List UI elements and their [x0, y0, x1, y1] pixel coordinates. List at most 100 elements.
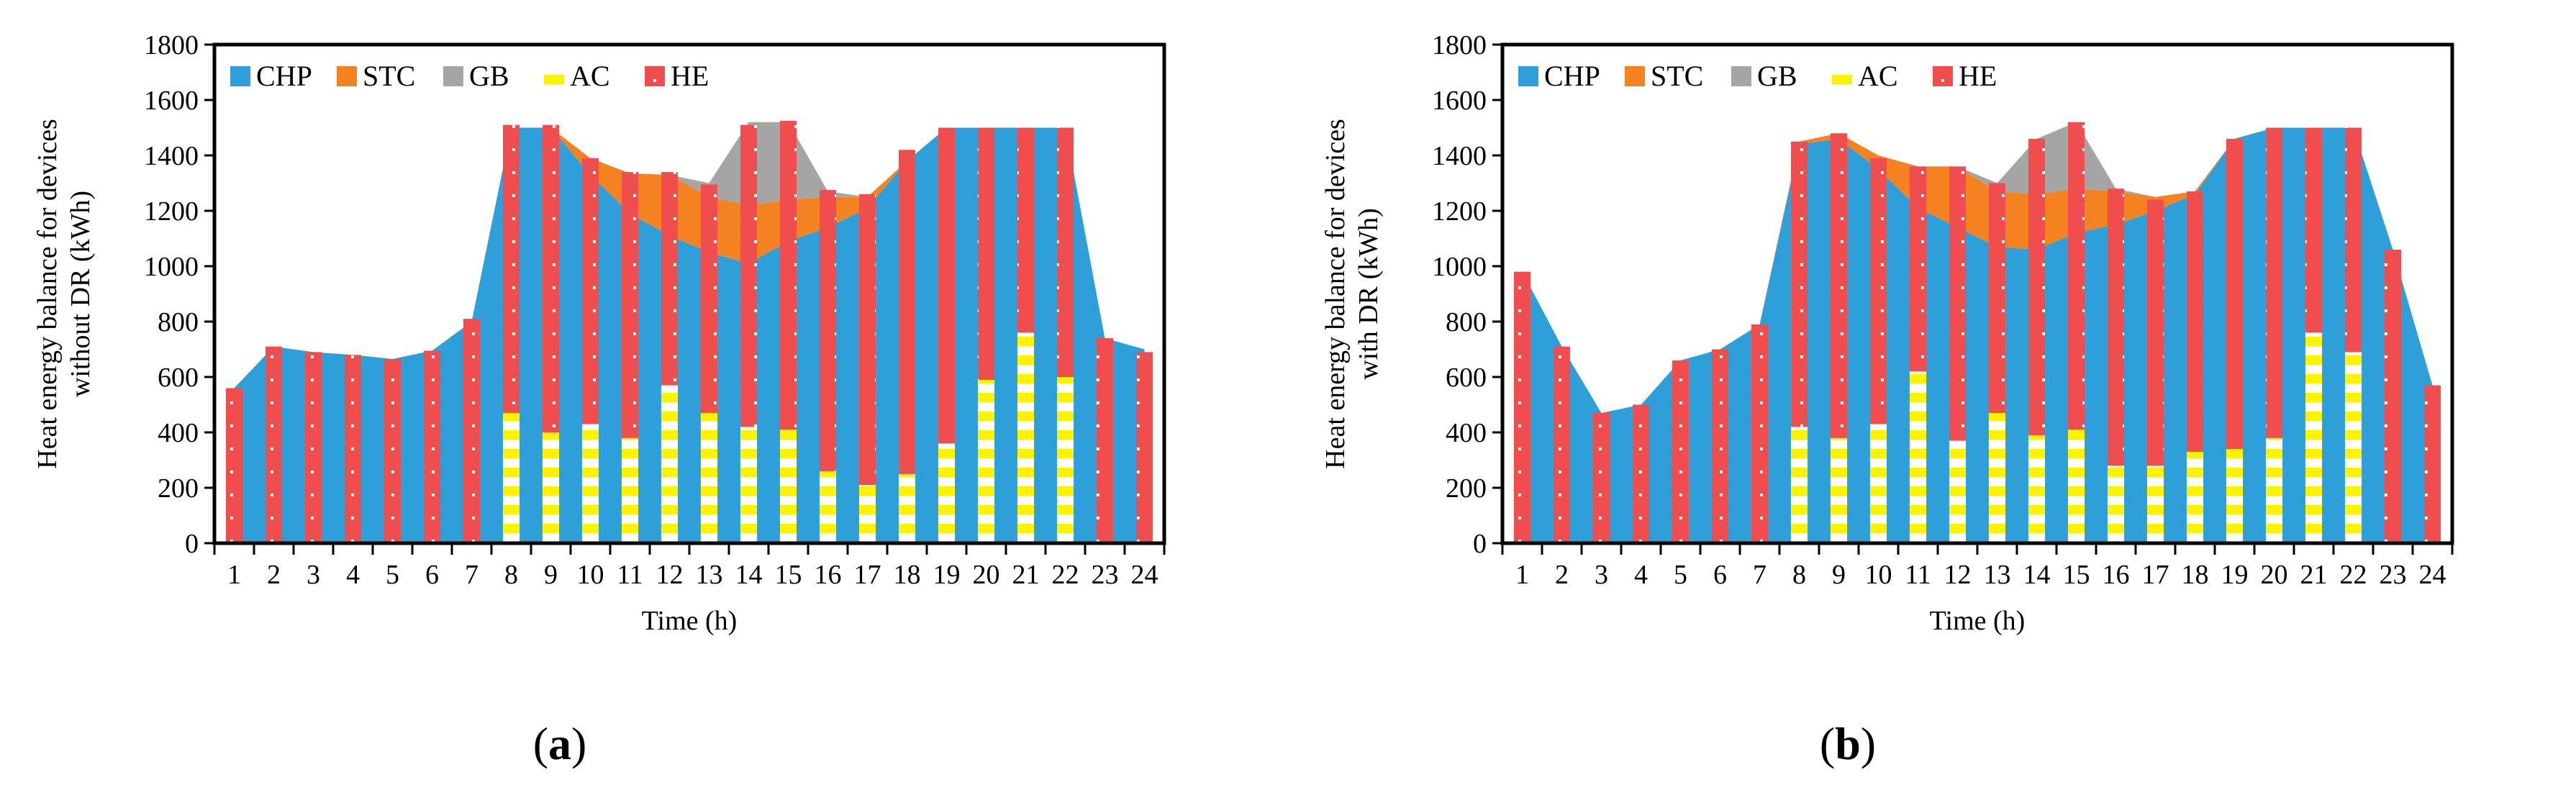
x-tick-label: 5: [386, 560, 399, 590]
bar-he-15: [779, 120, 797, 430]
bar-ac-22: [2344, 352, 2362, 543]
legend-swatch-ac: [1832, 66, 1852, 86]
bar-ac-16: [2107, 465, 2125, 543]
bar-he-18: [898, 150, 916, 474]
bar-he-4: [344, 355, 362, 543]
legend-swatch-gb: [443, 66, 463, 86]
x-tick-label: 21: [1012, 560, 1040, 590]
bar-he-15: [2067, 122, 2085, 430]
bar-ac-22: [1056, 377, 1074, 543]
x-tick-label: 13: [1984, 560, 2011, 590]
bar-ac-12: [1949, 440, 1967, 543]
y-axis-title-line: Heat energy balance for devices: [1320, 119, 1351, 469]
y-tick-label: 1400: [1432, 141, 1487, 171]
x-tick-label: 12: [656, 560, 684, 590]
legend-label-gb: GB: [1757, 60, 1797, 92]
bar-ac-15: [779, 430, 797, 543]
panel-label-open: (: [533, 718, 548, 769]
bar-ac-13: [1988, 413, 2006, 543]
bar-he-20: [977, 127, 995, 380]
x-tick-label: 8: [504, 560, 518, 590]
bar-he-14: [2028, 138, 2046, 435]
area-stc: [1522, 127, 2433, 414]
x-tick-label: 21: [2300, 560, 2328, 590]
bar-he-13: [1988, 183, 2006, 414]
x-tick-label: 9: [544, 560, 558, 590]
bar-ac-21: [2305, 332, 2323, 543]
x-axis: 1 2 3 4 5 6 7 8 9 10 11 12 13 14 15 16 17 18 19 20 21 22 23 24: [213, 543, 1166, 590]
area-series-group: [234, 122, 1145, 543]
y-tick-label: 1000: [144, 252, 199, 282]
bar-ac-20: [977, 379, 995, 543]
bar-he-1: [225, 388, 243, 543]
panel-label-open: (: [1820, 718, 1835, 769]
bar-he-8: [1790, 141, 1808, 427]
bar-he-4: [1632, 404, 1650, 543]
legend-swatch-stc: [337, 66, 357, 86]
bar-series-group: [1513, 122, 2441, 543]
x-tick-label: 14: [735, 560, 763, 590]
bar-he-22: [1056, 127, 1074, 377]
bar-he-9: [1830, 133, 1848, 438]
y-tick-label: 1600: [1432, 86, 1487, 116]
x-tick-label: 23: [1092, 560, 1119, 590]
x-tick-label: 3: [307, 560, 320, 590]
x-tick-label: 11: [1905, 560, 1931, 590]
bar-he-17: [858, 194, 876, 486]
x-axis-title: Time (h): [642, 606, 738, 636]
bar-ac-12: [661, 385, 679, 543]
x-tick-label: 9: [1832, 560, 1846, 590]
x-tick-label: 19: [2221, 560, 2249, 590]
bar-he-23: [1096, 338, 1114, 543]
bar-he-9: [542, 124, 560, 432]
x-tick-label: 1: [1515, 560, 1529, 590]
x-tick-label: 7: [465, 560, 479, 590]
bar-ac-11: [621, 437, 639, 543]
legend-label-gb: GB: [469, 60, 509, 92]
bar-ac-18: [2186, 451, 2204, 543]
y-tick-label: 1800: [1432, 30, 1487, 60]
legend-label-he: HE: [1959, 60, 1997, 92]
y-axis: 0 200 400 600 800 1000 1200 1400 1600 1800: [144, 30, 214, 559]
y-axis-title-line: without DR (kWh): [65, 191, 96, 397]
y-tick-label: 1200: [1432, 196, 1487, 227]
x-tick-label: 2: [267, 560, 281, 590]
x-tick-label: 18: [894, 560, 921, 590]
y-tick-label: 1800: [144, 30, 199, 60]
x-axis: 1 2 3 4 5 6 7 8 9 10 11 12 13 14 15 16 17 18 19 20 21 22 23 24: [1501, 543, 2454, 590]
legend-label-chp: CHP: [1544, 60, 1600, 92]
bar-ac-11: [1909, 371, 1927, 543]
bar-he-23: [2384, 249, 2402, 543]
x-tick-label: 1: [227, 560, 241, 590]
panel-label-letter: a: [548, 718, 571, 769]
bar-he-6: [1711, 349, 1729, 543]
area-chp: [234, 127, 1145, 543]
y-tick-label: 800: [1446, 307, 1487, 337]
area-chp: [1522, 127, 2433, 543]
x-tick-label: 24: [2419, 560, 2446, 590]
x-tick-label: 22: [1052, 560, 1079, 590]
y-tick-label: 1400: [144, 141, 199, 171]
bar-ac-10: [581, 424, 599, 543]
legend-label-he: HE: [671, 60, 709, 92]
panel-label: (b): [1820, 718, 1876, 769]
panel-label-close: ): [1861, 718, 1876, 769]
bar-he-16: [2107, 188, 2125, 466]
x-tick-label: 4: [1634, 560, 1648, 590]
bar-ac-19: [938, 443, 956, 543]
x-tick-label: 17: [854, 560, 881, 590]
bar-he-14: [740, 124, 758, 427]
bar-he-2: [265, 346, 283, 543]
x-tick-label: 7: [1753, 560, 1767, 590]
x-tick-label: 2: [1555, 560, 1569, 590]
y-tick-label: 600: [158, 363, 199, 393]
bar-series-group: [225, 120, 1153, 543]
x-tick-label: 16: [815, 560, 842, 590]
y-tick-label: 1000: [1432, 252, 1487, 282]
x-tick-label: 15: [775, 560, 802, 590]
x-axis-title: Time (h): [1930, 606, 2026, 636]
x-tick-label: 12: [1944, 560, 1972, 590]
x-tick-label: 19: [933, 560, 961, 590]
legend-label-stc: STC: [363, 60, 415, 92]
